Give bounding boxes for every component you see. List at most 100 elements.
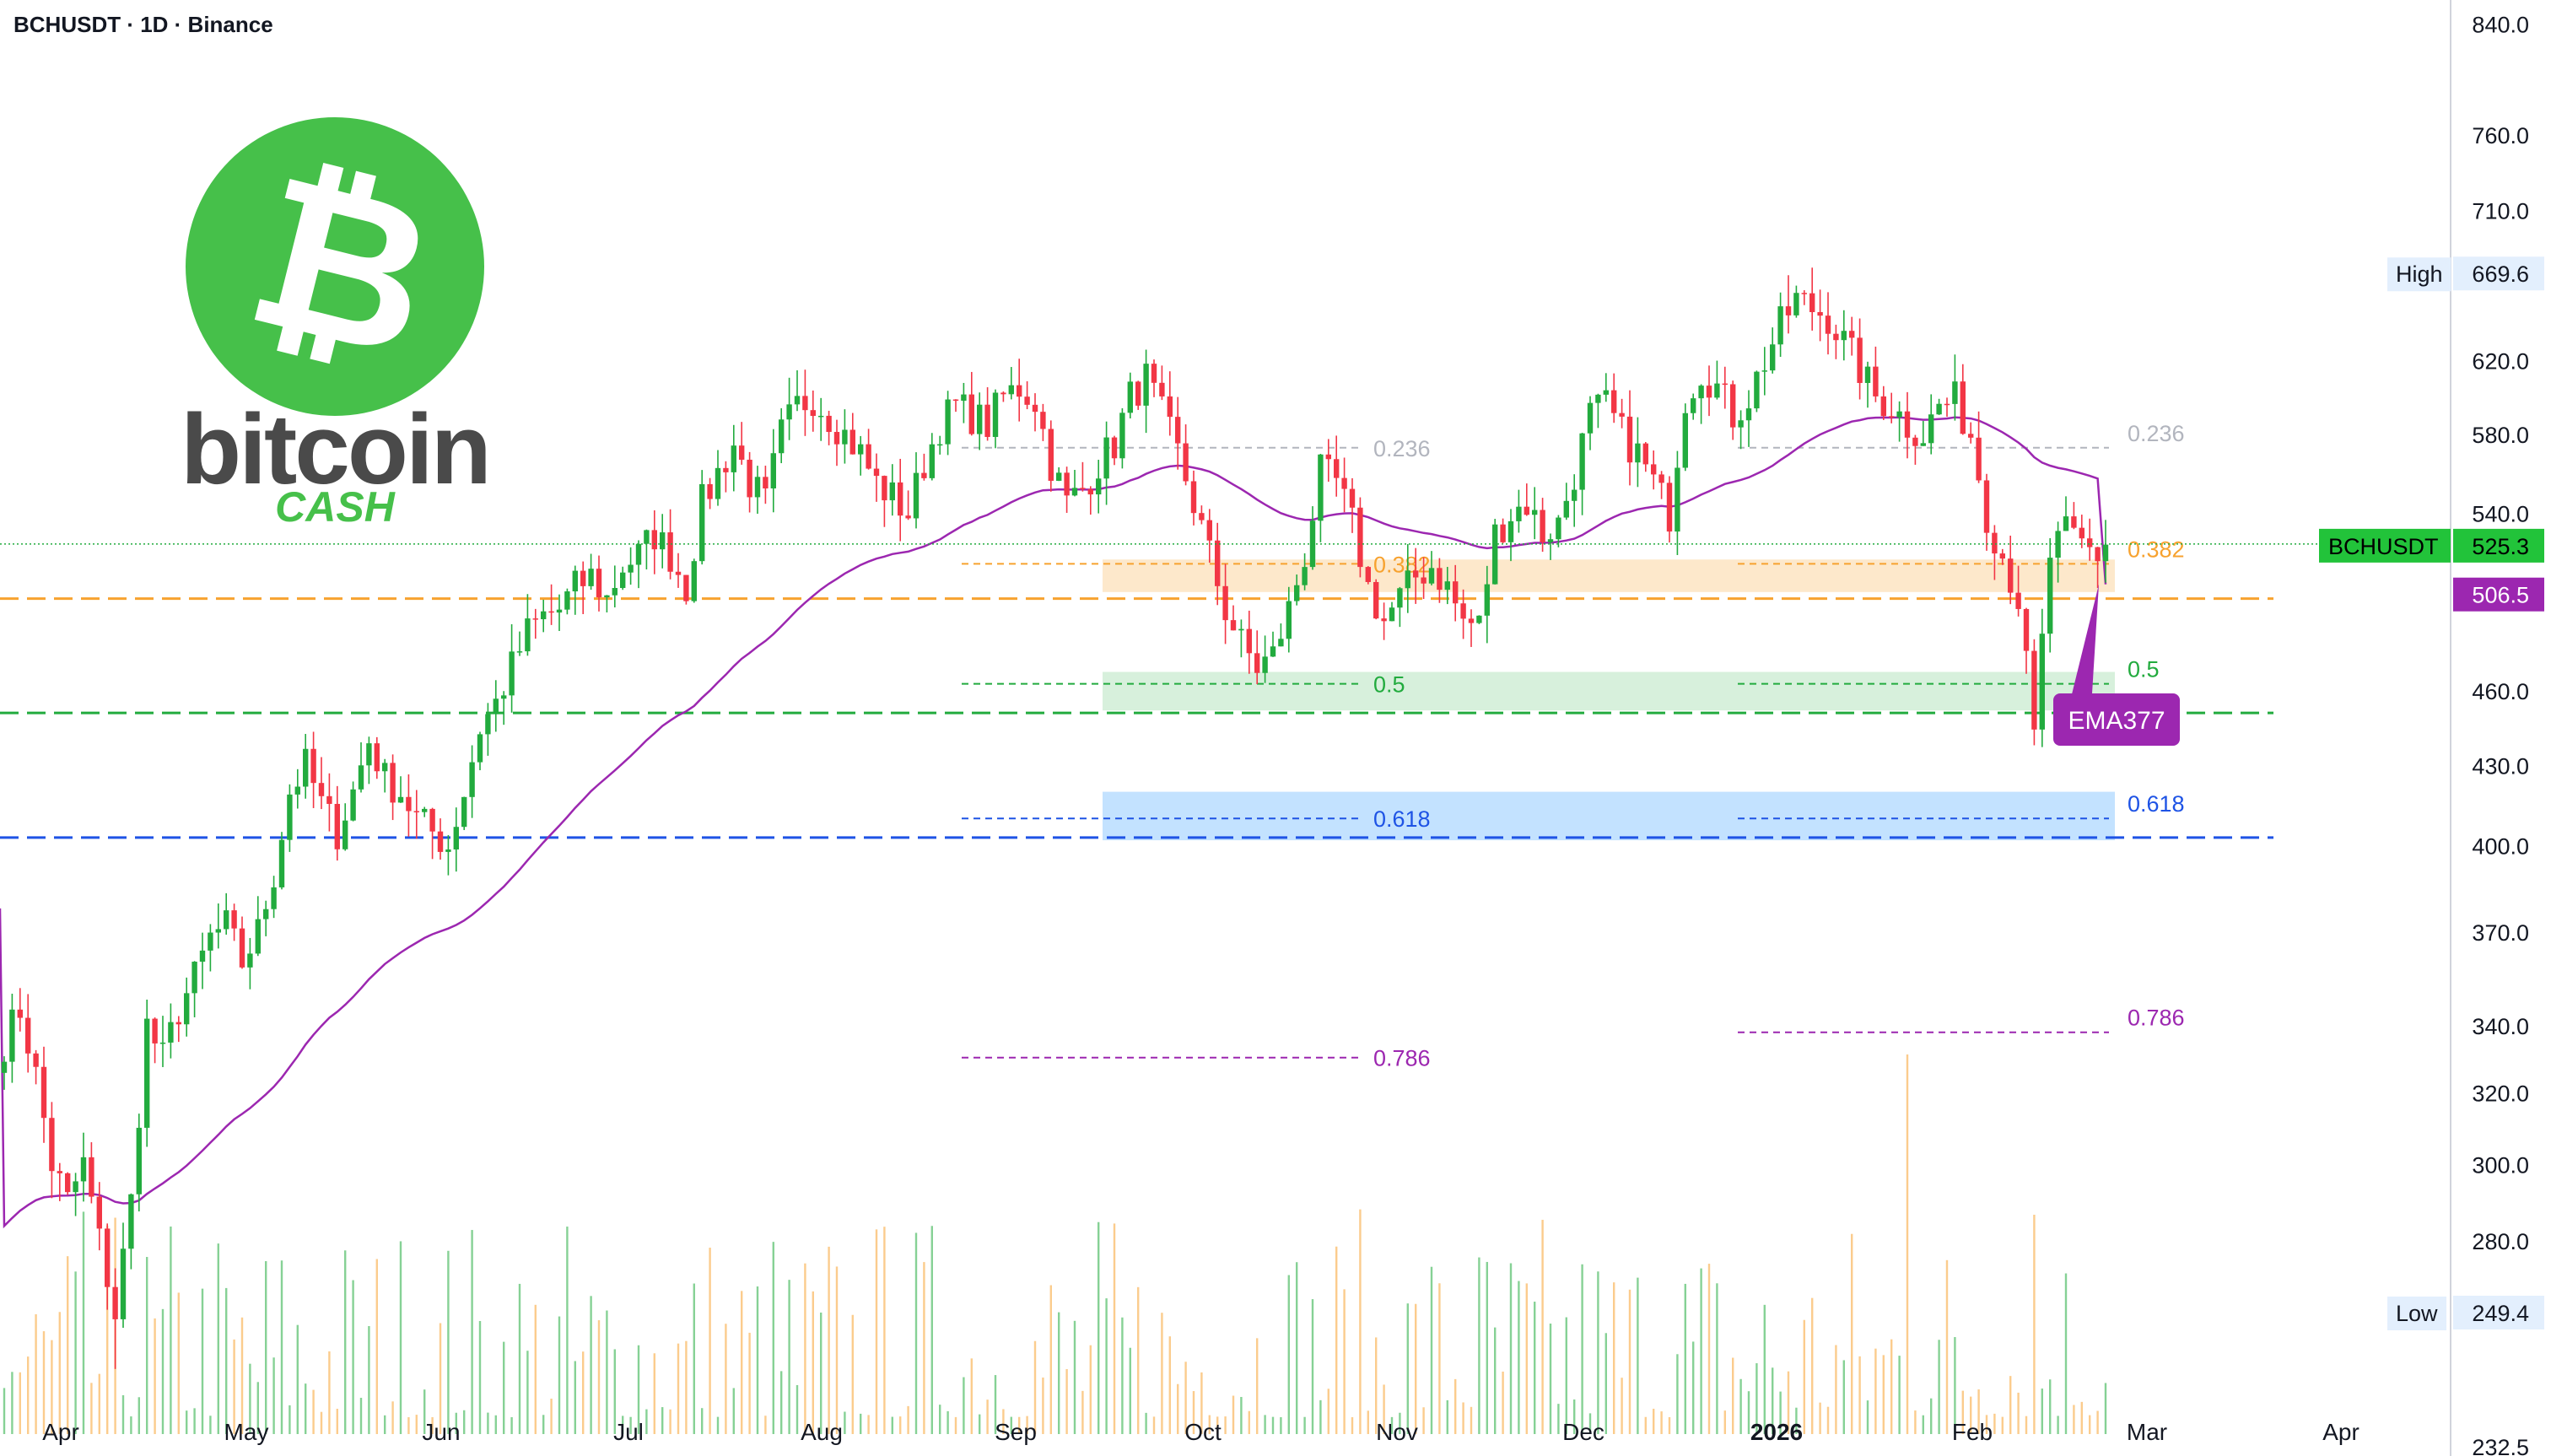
candle	[485, 703, 491, 756]
candle-body	[802, 396, 808, 411]
volume-bar	[2025, 1416, 2028, 1434]
fib-label-right: 0.236	[2128, 421, 2185, 446]
volume-bar	[1723, 1410, 1726, 1434]
candle	[1857, 318, 1863, 400]
volume-bar	[1819, 1402, 1821, 1434]
candle-body	[675, 571, 682, 575]
candle-body	[620, 572, 626, 589]
volume-bar	[1588, 1413, 1592, 1434]
volume-bar	[645, 1409, 648, 1434]
volume-bar	[1613, 1282, 1615, 1434]
candle	[1294, 574, 1300, 606]
volume-bar	[240, 1317, 244, 1434]
candle	[1080, 461, 1086, 492]
candle	[818, 397, 824, 441]
candle	[1841, 310, 1847, 361]
candle-body	[516, 651, 523, 653]
candle-body	[1745, 408, 1752, 421]
candle	[770, 429, 776, 513]
candle	[120, 1222, 127, 1329]
candle-body	[1864, 366, 1871, 383]
candle-body	[247, 953, 253, 968]
candle-body	[1190, 481, 1197, 514]
volume-bar	[1208, 1415, 1211, 1434]
candle	[1056, 466, 1062, 482]
volume-bar	[891, 1416, 893, 1434]
volume-bar	[1874, 1348, 1877, 1434]
volume-bar	[201, 1288, 204, 1434]
volume-bar	[1707, 1264, 1711, 1434]
candle-body	[1889, 416, 1895, 418]
volume-bar	[98, 1373, 100, 1434]
candle	[105, 1223, 111, 1310]
candle-body	[2008, 558, 2014, 593]
candle-body	[739, 445, 745, 460]
candle-body	[1675, 467, 1680, 532]
candle	[691, 558, 697, 603]
candle-body	[493, 698, 499, 715]
candle	[1793, 285, 1799, 318]
candle-body	[1318, 454, 1324, 521]
candle-body	[1825, 315, 1831, 334]
candle-body	[1999, 553, 2005, 559]
volume-bar	[1755, 1363, 1758, 1434]
time-tick-label: Jul	[613, 1419, 644, 1445]
candle-body	[1444, 581, 1450, 590]
volume-bar	[1803, 1319, 1805, 1434]
price-tick-label: 760.0	[2472, 123, 2529, 148]
volume-bar	[907, 1405, 909, 1434]
candle	[1349, 477, 1356, 533]
logo-word-cash: CASH	[275, 483, 396, 531]
volume-bar	[835, 1266, 839, 1434]
candle-body	[453, 827, 459, 849]
time-tick-label: Dec	[1562, 1419, 1604, 1445]
volume-bars	[3, 1054, 2107, 1434]
volume-bar	[970, 1358, 973, 1434]
candle-body	[422, 808, 428, 812]
candle	[1175, 396, 1181, 470]
volume-bar	[1621, 1378, 1623, 1434]
volume-bar	[1232, 1395, 1235, 1434]
candle	[541, 599, 547, 633]
candle-body	[1278, 639, 1284, 647]
volume-bar	[1399, 1412, 1401, 1434]
candle-body	[374, 743, 380, 772]
candle-body	[1896, 411, 1902, 418]
candle	[89, 1142, 94, 1204]
candle	[263, 900, 269, 936]
candle-body	[556, 609, 563, 613]
candle	[1017, 359, 1022, 422]
volume-bar	[732, 1388, 735, 1434]
candle-body	[984, 404, 990, 437]
candle	[1119, 407, 1125, 469]
volume-bar	[1319, 1399, 1322, 1434]
volume-bar	[1422, 1407, 1425, 1434]
volume-bar	[58, 1312, 61, 1434]
volume-bar	[1303, 1416, 1306, 1434]
candle	[889, 464, 895, 516]
volume-bar	[860, 1413, 862, 1434]
candle-body	[1087, 488, 1093, 495]
candle-body	[1199, 513, 1205, 520]
time-tick-label: Apr	[2322, 1419, 2360, 1445]
candle	[1127, 372, 1133, 419]
volume-bar	[1177, 1383, 1179, 1434]
candle-body	[501, 695, 507, 699]
candle-body	[2079, 527, 2084, 539]
time-axis: Apr May Jun Jul Aug Sep Oct Nov Dec 2026 Feb Mar Apr	[42, 1419, 2360, 1445]
candle-body	[390, 763, 396, 803]
candle-body	[1532, 510, 1538, 515]
volume-bar	[653, 1353, 655, 1434]
volume-bar	[2009, 1376, 2012, 1434]
fib-zone	[1103, 671, 2115, 711]
volume-bar	[685, 1340, 688, 1434]
candle	[1730, 380, 1736, 440]
volume-bar	[1002, 1409, 1005, 1434]
candle-body	[144, 1018, 150, 1128]
volume-bar	[1851, 1233, 1853, 1434]
candle	[239, 916, 245, 969]
price-tick-label: 300.0	[2472, 1152, 2529, 1178]
volume-bar	[1200, 1372, 1203, 1434]
candle	[445, 834, 451, 876]
